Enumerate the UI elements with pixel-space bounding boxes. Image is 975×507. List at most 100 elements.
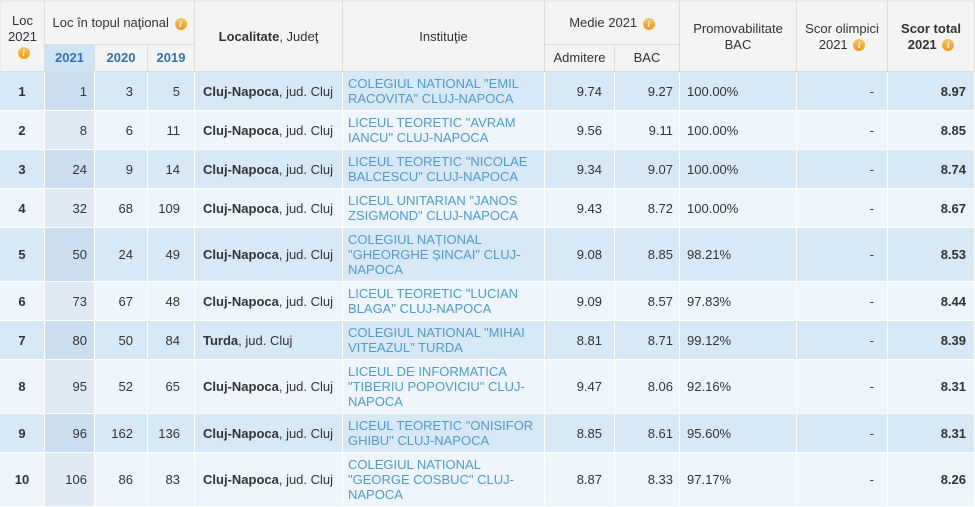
national-rank-2019-cell: 84 <box>148 321 195 360</box>
sort-year-2020[interactable]: 2020 <box>95 45 148 72</box>
info-icon[interactable]: i <box>853 39 866 52</box>
info-icon[interactable]: i <box>174 17 187 30</box>
info-icon[interactable]: i <box>642 17 655 30</box>
table-body: 1 1 3 5 Cluj-Napoca, jud. Cluj COLEGIUL … <box>0 72 975 507</box>
national-rank-2021-cell: 50 <box>45 228 95 282</box>
city-name: Cluj-Napoca <box>203 122 279 138</box>
school-link[interactable]: LICEUL UNITARIAN "JANOS ZSIGMOND" CLUJ-N… <box>348 193 519 223</box>
admitere-cell: 9.74 <box>545 72 615 111</box>
national-rank-2020-cell: 162 <box>95 414 148 453</box>
info-icon[interactable]: i <box>942 39 955 52</box>
bac-cell: 8.61 <box>615 414 681 453</box>
promovabilitate-cell: 100.00% <box>680 111 798 150</box>
national-rank-2021-cell: 73 <box>45 282 95 321</box>
bac-cell: 8.72 <box>615 189 681 228</box>
total-score-cell: 8.26 <box>888 453 975 507</box>
school-link[interactable]: LICEUL TEORETIC "AVRAM IANCU" CLUJ-NAPOC… <box>348 115 516 145</box>
olympics-score-cell: - <box>797 360 889 414</box>
school-link[interactable]: LICEUL DE INFORMATICA "TIBERIU POPOVICIU… <box>348 364 525 409</box>
olympics-score-cell: - <box>797 72 889 111</box>
locality-cell: Cluj-Napoca, jud. Cluj <box>195 282 343 321</box>
city-name: Cluj-Napoca <box>203 293 279 309</box>
total-score-cell: 8.74 <box>888 150 975 189</box>
national-rank-label: Loc în topul naţional <box>52 15 169 30</box>
institution-cell: LICEUL TEORETIC "ONISIFOR GHIBU" CLUJ-NA… <box>343 414 545 453</box>
medie-label: Medie 2021 <box>569 15 638 30</box>
school-link[interactable]: COLEGIUL NATIONAL "GEORGE COSBUC" CLUJ-N… <box>348 457 514 502</box>
info-icon[interactable]: i <box>17 47 30 60</box>
locality-cell: Cluj-Napoca, jud. Cluj <box>195 360 343 414</box>
promovabilitate-cell: 95.60% <box>680 414 798 453</box>
county-name: , jud. Cluj <box>278 161 334 177</box>
sort-year-2021[interactable]: 2021 <box>45 45 95 72</box>
institution-cell: COLEGIUL NATIONAL "EMIL RACOVITA" CLUJ-N… <box>343 72 545 111</box>
table-row: 10 106 86 83 Cluj-Napoca, jud. Cluj COLE… <box>0 453 975 507</box>
national-rank-2019-cell: 65 <box>148 360 195 414</box>
national-rank-2020-cell: 50 <box>95 321 148 360</box>
admitere-cell: 8.81 <box>545 321 615 360</box>
promovabilitate-cell: 98.21% <box>680 228 798 282</box>
table-row: 1 1 3 5 Cluj-Napoca, jud. Cluj COLEGIUL … <box>0 72 975 111</box>
county-name: , jud. Cluj <box>278 83 334 99</box>
column-header-total-score: Scor total 2021 i <box>888 0 975 72</box>
total-score-cell: 8.67 <box>888 189 975 228</box>
total-score-cell: 8.97 <box>888 72 975 111</box>
school-link[interactable]: LICEUL TEORETIC "NICOLAE BALCESCU" CLUJ-… <box>348 154 528 184</box>
national-rank-2021-cell: 24 <box>45 150 95 189</box>
table-row: 9 96 162 136 Cluj-Napoca, jud. Cluj LICE… <box>0 414 975 453</box>
county-name: , jud. Cluj <box>238 332 293 348</box>
national-rank-2020-cell: 9 <box>95 150 148 189</box>
rank-cell: 6 <box>0 282 45 321</box>
total-score-label-line1: Scor total <box>901 20 961 36</box>
rank-cell: 9 <box>0 414 45 453</box>
promovabilitate-label-line2: BAC <box>724 36 752 52</box>
bac-cell: 9.07 <box>615 150 681 189</box>
school-link[interactable]: COLEGIUL NATIONAL "MIHAI VITEAZUL" TURDA <box>348 325 525 355</box>
sort-year-2019[interactable]: 2019 <box>148 45 195 72</box>
table-row: 7 80 50 84 Turda, jud. Cluj COLEGIUL NAT… <box>0 321 975 360</box>
admitere-cell: 8.85 <box>545 414 615 453</box>
olympics-score-cell: - <box>797 189 889 228</box>
institution-cell: LICEUL DE INFORMATICA "TIBERIU POPOVICIU… <box>343 360 545 414</box>
city-name: Cluj-Napoca <box>203 472 279 487</box>
bac-cell: 8.57 <box>615 282 681 321</box>
national-rank-2021-cell: 95 <box>45 360 95 414</box>
column-header-bac: BAC <box>615 45 681 72</box>
national-rank-2021-cell: 8 <box>45 111 95 150</box>
column-header-loc: Loc 2021 i <box>0 0 45 72</box>
school-link[interactable]: LICEUL TEORETIC "ONISIFOR GHIBU" CLUJ-NA… <box>348 418 534 448</box>
column-header-olympics-score: Scor olimpici 2021 i <box>797 0 889 72</box>
national-rank-2020-cell: 67 <box>95 282 148 321</box>
county-name: , jud. Cluj <box>278 379 334 394</box>
locality-cell: Turda, jud. Cluj <box>195 321 343 360</box>
county-label: , Judeţ <box>279 28 319 44</box>
olympics-score-cell: - <box>797 321 889 360</box>
national-rank-2020-cell: 3 <box>95 72 148 111</box>
city-name: Cluj-Napoca <box>203 247 279 262</box>
column-header-promovabilitate: Promovabilitate BAC <box>680 0 798 72</box>
school-link[interactable]: COLEGIUL NAȚIONAL "GHEORGHE ȘINCAI" CLUJ… <box>348 232 521 277</box>
promovabilitate-cell: 100.00% <box>680 72 798 111</box>
city-name: Cluj-Napoca <box>203 200 279 216</box>
county-name: , jud. Cluj <box>278 122 334 138</box>
city-name: Turda <box>203 332 239 348</box>
national-rank-2020-cell: 86 <box>95 453 148 507</box>
promovabilitate-cell: 92.16% <box>680 360 798 414</box>
national-rank-2019-cell: 5 <box>148 72 195 111</box>
county-name: , jud. Cluj <box>278 425 334 441</box>
national-rank-2021-cell: 80 <box>45 321 95 360</box>
school-link[interactable]: LICEUL TEORETIC "LUCIAN BLAGA" CLUJ-NAPO… <box>348 286 519 316</box>
county-name: , jud. Cluj <box>278 247 334 262</box>
institution-cell: LICEUL UNITARIAN "JANOS ZSIGMOND" CLUJ-N… <box>343 189 545 228</box>
promovabilitate-cell: 97.17% <box>680 453 798 507</box>
olympics-score-cell: - <box>797 414 889 453</box>
national-rank-2020-cell: 52 <box>95 360 148 414</box>
school-link[interactable]: COLEGIUL NATIONAL "EMIL RACOVITA" CLUJ-N… <box>348 76 519 106</box>
national-rank-2019-cell: 48 <box>148 282 195 321</box>
total-score-cell: 8.44 <box>888 282 975 321</box>
bac-cell: 8.85 <box>615 228 681 282</box>
locality-label: Localitate <box>218 28 280 44</box>
bac-cell: 8.71 <box>615 321 681 360</box>
rank-cell: 1 <box>0 72 45 111</box>
locality-cell: Cluj-Napoca, jud. Cluj <box>195 414 343 453</box>
